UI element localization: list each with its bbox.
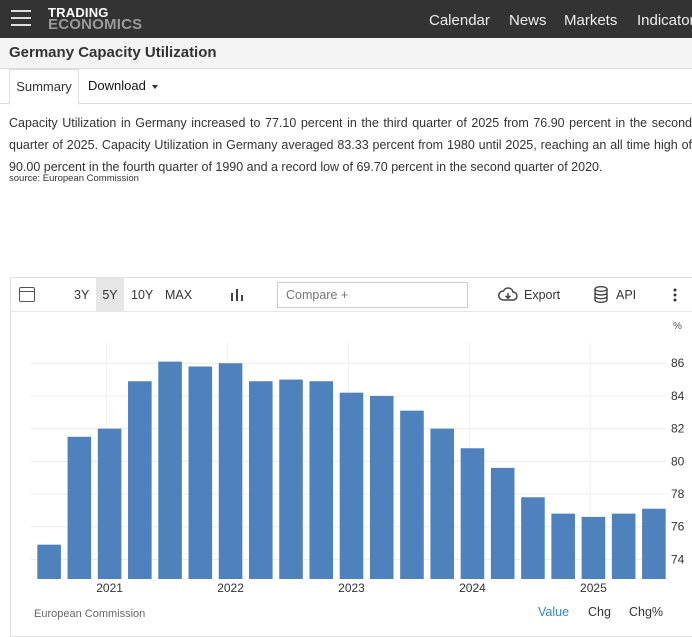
y-tick-label: 82 — [671, 422, 685, 436]
tab-strip: Summary Download — [0, 69, 692, 105]
database-icon — [594, 286, 608, 303]
tab-download[interactable]: Download — [88, 69, 158, 104]
view-value[interactable]: Value — [538, 605, 570, 619]
bar-chart: 74 76 78 80 82 84 86 2021 2022 2023 2024 2025 % — [31, 321, 685, 594]
y-tick-label: 80 — [671, 454, 685, 468]
bar — [490, 467, 515, 579]
range-3y[interactable]: 3Y — [74, 288, 90, 302]
view-chg[interactable]: Chg — [588, 605, 611, 619]
bar — [279, 379, 303, 579]
page-title: Germany Capacity Utilization — [9, 44, 217, 61]
bar — [37, 544, 61, 579]
logo-line-2: ECONOMICS — [48, 16, 143, 33]
y-tick-label: 76 — [671, 520, 685, 534]
menu-icon[interactable] — [11, 10, 31, 26]
bar — [642, 508, 666, 579]
api-button[interactable]: API — [616, 288, 637, 302]
export-button[interactable]: Export — [524, 288, 561, 302]
bar — [430, 428, 455, 579]
bar — [339, 392, 364, 579]
bar — [521, 497, 545, 579]
x-tick-label: 2024 — [459, 581, 486, 594]
y-unit-label: % — [673, 321, 682, 332]
bar — [460, 448, 485, 579]
cloud-download-icon — [498, 287, 518, 301]
y-tick-label: 84 — [671, 389, 685, 403]
bar — [400, 410, 424, 579]
caret-down-icon — [151, 84, 158, 89]
nav-calendar[interactable]: Calendar — [429, 12, 490, 29]
tab-summary[interactable]: Summary — [9, 69, 79, 105]
nav-news[interactable]: News — [509, 12, 547, 29]
logo-line-1: TRADING — [48, 5, 109, 20]
bar — [611, 513, 636, 579]
top-navigation-bar: TRADING ECONOMICS Calendar News Markets … — [0, 0, 692, 38]
summary-paragraph: Capacity Utilization in Germany increase… — [9, 116, 692, 174]
source-note: source: European Commission — [9, 173, 139, 184]
bar — [551, 513, 575, 579]
chart-type-icon[interactable] — [230, 288, 244, 302]
bar — [97, 428, 122, 579]
bar — [67, 436, 92, 579]
range-5y[interactable]: 5Y — [96, 278, 124, 312]
view-chg-percent[interactable]: Chg% — [629, 605, 664, 619]
bar — [309, 381, 334, 579]
chart-toolbar: 3Y 5Y 10Y MAX Export API — [11, 278, 692, 312]
calendar-icon[interactable] — [19, 287, 35, 302]
chart-panel: 3Y 5Y 10Y MAX Export API 74 76 78 80 82 84 86 … — [10, 277, 692, 637]
bar — [188, 366, 213, 579]
y-tick-label: 74 — [671, 552, 685, 566]
range-10y[interactable]: 10Y — [131, 288, 154, 302]
nav-markets[interactable]: Markets — [564, 12, 618, 29]
y-tick-label: 78 — [671, 487, 685, 501]
tab-download-label: Download — [88, 78, 146, 93]
bar — [218, 363, 243, 579]
bar — [128, 381, 152, 579]
x-tick-label: 2021 — [96, 581, 123, 594]
bar — [248, 381, 273, 579]
bar — [369, 395, 394, 579]
x-tick-label: 2022 — [217, 581, 244, 594]
bar — [158, 361, 182, 579]
title-bar: Germany Capacity Utilization — [0, 38, 692, 69]
range-max[interactable]: MAX — [165, 288, 193, 302]
x-tick-label: 2023 — [338, 581, 365, 594]
y-tick-label: 86 — [671, 356, 685, 370]
nav-indicators[interactable]: Indicators — [637, 12, 692, 29]
x-tick-label: 2025 — [580, 581, 607, 594]
logo[interactable]: TRADING ECONOMICS — [48, 5, 143, 33]
more-options-icon[interactable] — [673, 288, 677, 302]
bar — [581, 516, 606, 579]
compare-input[interactable] — [277, 282, 468, 308]
chart-source: European Commission — [34, 608, 146, 620]
